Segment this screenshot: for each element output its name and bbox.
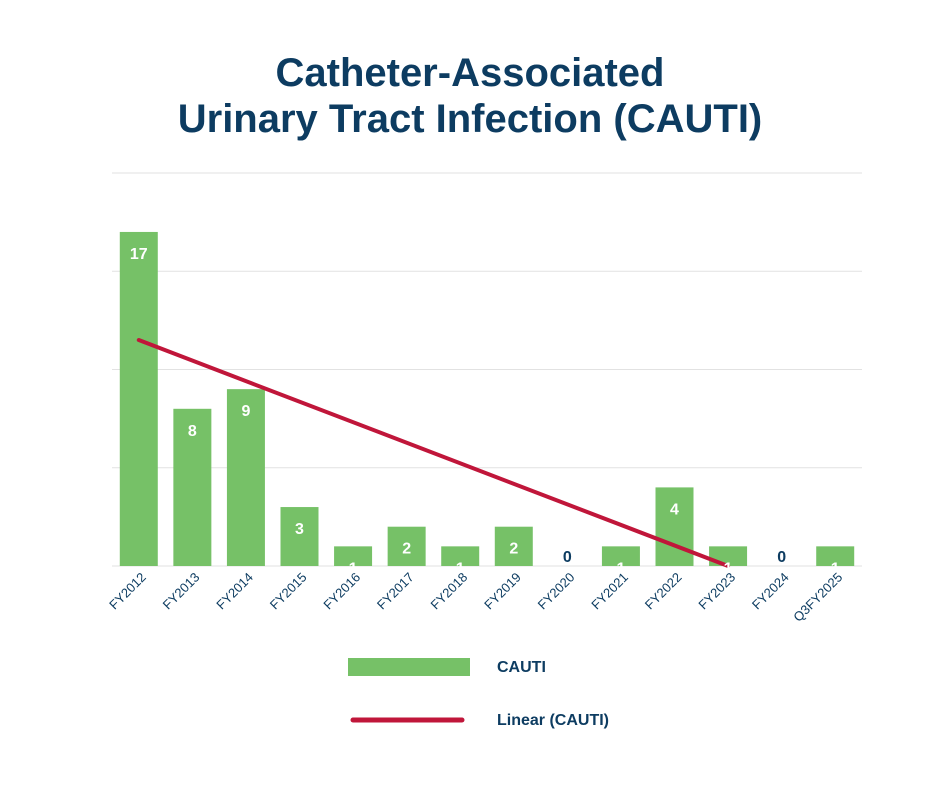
- x-tick-fy2014: FY2014: [213, 570, 256, 613]
- chart-title-line2: Urinary Tract Infection (CAUTI): [177, 97, 763, 141]
- data-label-fy2019: 2: [509, 541, 518, 558]
- bar-fy2014: [226, 389, 265, 566]
- x-tick-fy2020: FY2020: [535, 570, 578, 613]
- data-label-fy2014: 9: [241, 403, 250, 420]
- legend-label-cauti: CAUTI: [497, 659, 546, 676]
- bar-fy2016: [334, 546, 373, 566]
- x-tick-fy2012: FY2012: [106, 570, 149, 613]
- bar-q3fy2025: [816, 546, 855, 566]
- data-label-fy2021: 1: [616, 560, 625, 577]
- data-labels: 17 8 9 3 1 2 1 2 0 1 4 1 0 1: [130, 246, 840, 577]
- bar-fy2019: [494, 526, 533, 566]
- x-tick-fy2015: FY2015: [267, 570, 310, 613]
- bar-fy2013: [173, 408, 212, 566]
- bar-fy2021: [601, 546, 640, 566]
- x-tick-fy2019: FY2019: [481, 570, 524, 613]
- data-label-q3fy2025: 1: [831, 560, 840, 577]
- bar-fy2017: [387, 526, 426, 566]
- data-label-fy2013: 8: [188, 423, 197, 440]
- data-label-fy2024: 0: [777, 549, 786, 566]
- bar-fy2022: [655, 487, 694, 566]
- trendline-linear-cauti: [136, 338, 731, 568]
- bars: [119, 231, 855, 566]
- x-tick-fy2016: FY2016: [320, 570, 363, 613]
- data-label-fy2018: 1: [456, 560, 465, 577]
- x-tick-q3fy2025: Q3FY2025: [790, 570, 845, 625]
- chart-title: Catheter-Associated Urinary Tract Infect…: [0, 50, 940, 142]
- data-label-fy2012: 17: [130, 246, 148, 263]
- x-tick-fy2023: FY2023: [695, 570, 738, 613]
- x-tick-fy2018: FY2018: [428, 570, 471, 613]
- legend-label-linear-cauti: Linear (CAUTI): [497, 712, 609, 729]
- data-label-fy2023: 1: [724, 560, 733, 577]
- x-tick-fy2022: FY2022: [642, 570, 685, 613]
- gridlines: [112, 172, 862, 567]
- chart-title-line1: Catheter-Associated: [275, 51, 665, 95]
- data-label-fy2020: 0: [563, 549, 572, 566]
- data-label-fy2022: 4: [670, 501, 679, 518]
- bar-fy2012: [119, 231, 158, 566]
- bar-fy2015: [280, 507, 319, 566]
- trendline: [136, 338, 731, 568]
- x-tick-fy2024: FY2024: [749, 570, 792, 613]
- x-tick-labels: FY2012 FY2013 FY2014 FY2015 FY2016 FY2017 FY20…: [106, 570, 845, 625]
- data-label-fy2015: 3: [295, 521, 304, 538]
- legend: CAUTI Linear (CAUTI): [348, 658, 609, 729]
- data-label-fy2016: 1: [349, 560, 358, 577]
- bar-fy2018: [441, 546, 480, 566]
- x-tick-fy2021: FY2021: [588, 570, 631, 613]
- data-label-fy2017: 2: [402, 541, 411, 558]
- legend-swatch-cauti: [348, 658, 470, 676]
- x-tick-fy2017: FY2017: [374, 570, 417, 613]
- x-tick-fy2013: FY2013: [160, 570, 203, 613]
